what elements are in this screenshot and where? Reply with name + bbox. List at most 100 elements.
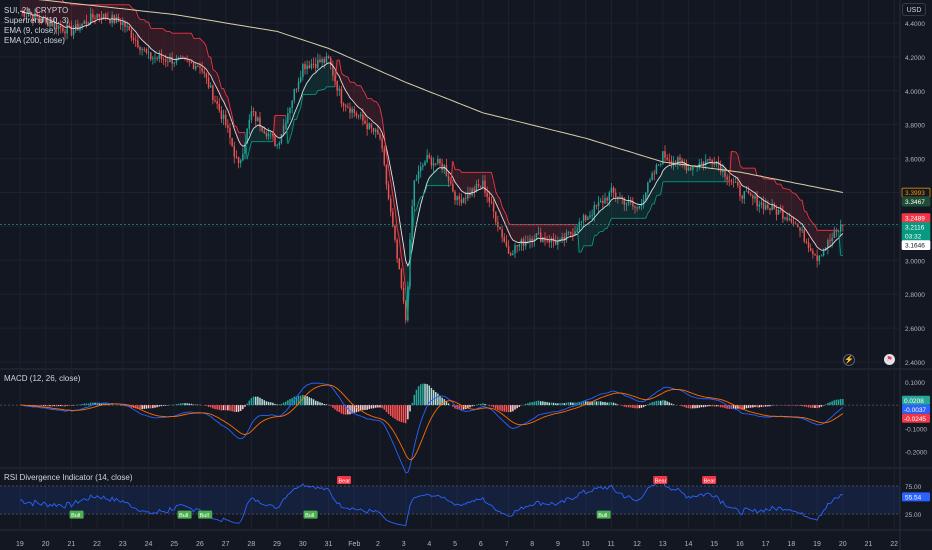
- supertrend-fill: [414, 209, 417, 225]
- supertrend-fill: [579, 229, 582, 252]
- candle-body: [574, 231, 576, 235]
- macd-histogram-bar: [769, 405, 771, 407]
- supertrend-line: [458, 169, 462, 173]
- supertrend-fill: [660, 170, 664, 182]
- supertrend-line: [396, 228, 400, 239]
- supertrend-fill: [600, 208, 604, 232]
- macd-histogram-bar: [239, 405, 242, 411]
- candle-body: [218, 104, 221, 111]
- candle-body: [212, 85, 214, 101]
- macd-histogram-bar: [655, 400, 658, 406]
- supertrend-line: [148, 21, 152, 29]
- supertrend-line: [505, 215, 510, 224]
- macd-histogram-bar: [374, 405, 377, 408]
- candle-body: [842, 224, 844, 226]
- macd-histogram-bar: [319, 402, 321, 406]
- macd-histogram-bar: [711, 405, 713, 407]
- candle-body: [582, 215, 585, 222]
- macd-histogram-bar: [471, 405, 473, 407]
- candle-body: [467, 192, 469, 199]
- candle-body: [323, 59, 326, 63]
- supertrend-fill: [482, 172, 486, 189]
- candle-body: [674, 161, 677, 163]
- candle-body: [548, 240, 551, 243]
- supertrend-line: [645, 212, 649, 219]
- price-tag: 3.2489: [905, 216, 925, 223]
- candle-body: [308, 65, 311, 69]
- ema9-legend[interactable]: EMA (9, close): [4, 26, 57, 35]
- ema200-legend[interactable]: EMA (200, close): [4, 36, 65, 45]
- candle-body: [109, 19, 111, 23]
- currency-button[interactable]: USD: [902, 3, 926, 16]
- candle-body: [122, 21, 124, 25]
- macd-histogram-bar: [683, 405, 686, 407]
- supertrend-fill: [86, 4, 89, 26]
- supertrend-fill: [204, 47, 207, 70]
- candle-body: [357, 115, 360, 117]
- supertrend-fill: [95, 4, 98, 20]
- supertrend-fill: [472, 172, 475, 193]
- supertrend-line: [501, 206, 505, 212]
- candle-body: [224, 114, 227, 126]
- time-axis-label: 10: [582, 541, 590, 548]
- macd-histogram-bar: [574, 402, 576, 406]
- candle-body: [578, 221, 581, 231]
- lightning-icon[interactable]: ⚡: [843, 354, 855, 366]
- macd-histogram-bar: [638, 405, 641, 409]
- macd-histogram-bar: [462, 405, 465, 410]
- macd-histogram-bar: [632, 405, 634, 408]
- macd-axis-tick-label: 0.1000: [905, 380, 925, 387]
- supertrend-fill: [778, 184, 782, 209]
- macd-histogram-bar: [42, 405, 45, 406]
- time-axis-label: 18: [787, 541, 795, 548]
- candle-body: [484, 180, 486, 193]
- flag-icon[interactable]: ⚑: [884, 354, 895, 365]
- symbol-legend[interactable]: SUI, 2h, CRYPTO: [4, 6, 69, 15]
- supertrend-fill: [152, 28, 156, 52]
- macd-histogram-bar: [152, 405, 154, 409]
- supertrend-line: [581, 245, 584, 252]
- candle-body: [85, 21, 88, 24]
- macd-histogram-bar: [623, 405, 626, 407]
- macd-histogram-bar: [66, 405, 68, 406]
- supertrend-line: [660, 181, 664, 195]
- supertrend-line: [806, 211, 809, 218]
- supertrend-line: [203, 42, 207, 48]
- supertrend-fill: [255, 124, 259, 142]
- candle-body: [261, 126, 263, 131]
- macd-histogram-bar: [627, 405, 630, 408]
- candle-body: [537, 232, 540, 234]
- supertrend-line: [223, 88, 227, 95]
- macd-histogram-bar: [310, 398, 313, 406]
- supertrend-fill: [463, 172, 467, 194]
- supertrend-fill: [821, 230, 824, 251]
- supertrend-line: [418, 197, 422, 202]
- supertrend-line: [838, 230, 842, 256]
- supertrend-fill: [500, 206, 503, 218]
- candle-body: [137, 40, 139, 47]
- rsi-legend[interactable]: RSI Divergence Indicator (14, close): [4, 473, 133, 482]
- supertrend-fill: [525, 224, 529, 243]
- macd-tag: -0.0037: [904, 407, 926, 414]
- candle-body: [752, 195, 754, 199]
- supertrend-line: [291, 119, 295, 132]
- supertrend-fill: [262, 127, 265, 142]
- candle-body: [162, 59, 165, 60]
- supertrend-legend[interactable]: Supertrend (10, 3): [4, 16, 69, 25]
- supertrend-fill: [605, 205, 608, 229]
- candle-body: [829, 240, 831, 242]
- supertrend-fill: [292, 113, 295, 120]
- supertrend-fill: [170, 33, 173, 59]
- candle-body: [263, 130, 266, 134]
- macd-histogram-bar: [387, 405, 390, 415]
- candle-body: [27, 15, 30, 17]
- supertrend-fill: [834, 230, 837, 240]
- candle-body: [473, 188, 476, 192]
- macd-histogram-bar: [514, 405, 516, 410]
- macd-histogram-bar: [561, 402, 563, 406]
- supertrend-line: [728, 151, 732, 182]
- macd-legend[interactable]: MACD (12, 26, close): [4, 374, 81, 383]
- supertrend-fill: [435, 168, 439, 186]
- supertrend-line: [390, 181, 394, 196]
